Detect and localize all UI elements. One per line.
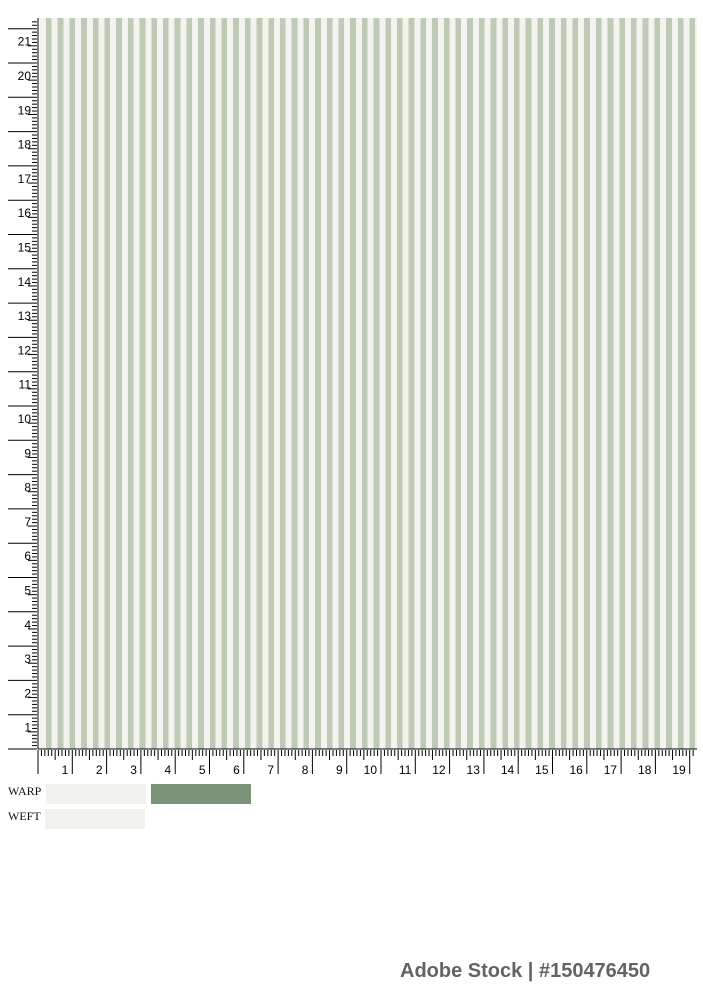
fabric-swatch	[40, 18, 697, 749]
v-ruler-label: 17	[18, 172, 32, 186]
h-ruler-label: 12	[432, 763, 446, 777]
warp-color-light	[46, 784, 146, 804]
h-ruler-label: 9	[336, 763, 343, 777]
watermark: Adobe Stock | #150476450	[400, 960, 651, 982]
h-ruler-label: 17	[604, 763, 618, 777]
weft-label: WEFT	[8, 809, 41, 823]
v-ruler-label: 7	[24, 515, 31, 529]
h-ruler-label: 5	[199, 763, 206, 777]
h-ruler-label: 13	[467, 763, 481, 777]
h-ruler-label: 14	[501, 763, 515, 777]
h-ruler-label: 11	[399, 763, 412, 777]
v-ruler-label: 8	[24, 481, 31, 495]
warp-color-dark	[151, 784, 251, 804]
v-ruler-label: 16	[18, 206, 32, 220]
v-ruler-label: 9	[24, 446, 31, 460]
h-ruler-label: 15	[535, 763, 549, 777]
h-ruler-label: 6	[233, 763, 240, 777]
v-ruler-label: 12	[18, 343, 32, 357]
v-ruler-label: 6	[24, 549, 31, 563]
v-ruler-label: 3	[24, 652, 31, 666]
v-ruler-label: 15	[18, 241, 32, 255]
v-ruler-label: 2	[24, 686, 31, 700]
v-ruler-label: 14	[18, 275, 32, 289]
h-ruler-label: 18	[638, 763, 652, 777]
v-ruler-label: 11	[19, 378, 32, 392]
cm-rulers: 1 2 3 4 5 6 7 8 9 10 11 12 13 14 15 16 17 18 1912345678910…	[8, 18, 697, 777]
h-ruler-label: 19	[672, 763, 686, 777]
v-ruler-label: 1	[24, 721, 31, 735]
v-ruler-label: 18	[18, 138, 32, 152]
h-ruler-label: 10	[364, 763, 378, 777]
v-ruler-label: 4	[24, 618, 31, 632]
v-ruler-label: 5	[24, 584, 31, 598]
weft-color	[45, 809, 145, 829]
h-ruler-label: 8	[302, 763, 309, 777]
v-ruler-label: 10	[18, 412, 32, 426]
h-ruler-label: 7	[267, 763, 274, 777]
warp-label: WARP	[8, 784, 42, 798]
h-ruler-label: 3	[130, 763, 137, 777]
h-ruler-label: 1	[62, 763, 69, 777]
v-ruler-label: 20	[18, 69, 32, 83]
v-ruler-label: 13	[18, 309, 32, 323]
h-ruler-label: 2	[96, 763, 103, 777]
v-ruler-label: 19	[18, 103, 32, 117]
v-ruler-label: 21	[18, 35, 32, 49]
h-ruler-label: 16	[569, 763, 583, 777]
h-ruler-label: 4	[165, 763, 172, 777]
